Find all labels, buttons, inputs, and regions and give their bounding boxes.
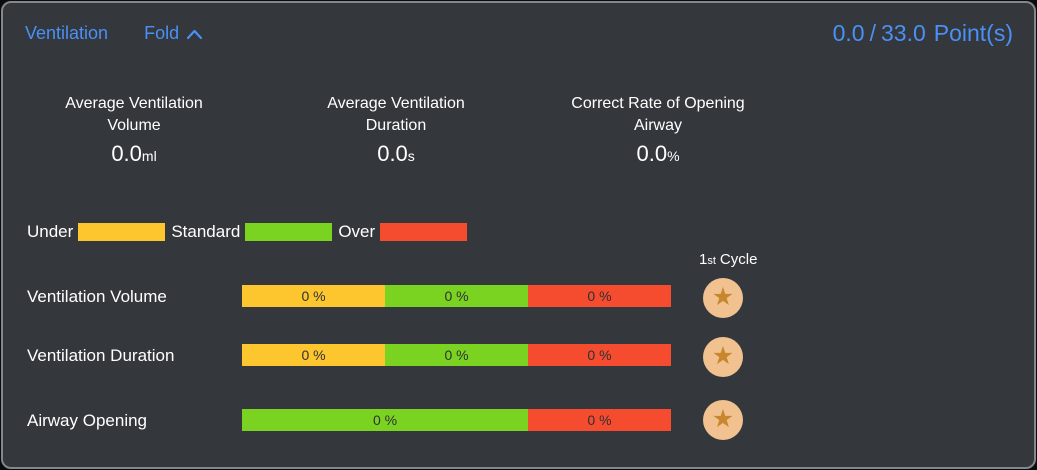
score-separator: / [869,19,876,46]
panel-title: Ventilation [25,22,109,43]
stat-value: 0.0s [377,141,415,166]
stat-label: Average Ventilation Duration [327,95,465,134]
star-icon: ★ [711,404,735,433]
bar-segment-standard: 0 % [242,409,528,431]
star-icon: ★ [711,341,735,370]
legend-label-standard: Standard [171,221,241,241]
bar-segment-under: 0 % [242,344,386,366]
row-label: Airway Opening [27,411,148,430]
legend-swatch-under [78,222,166,241]
summary-stats: Average Ventilation Volume 0.0ml Average… [3,93,789,167]
stat-value: 0.0% [636,141,680,166]
stat-average-ventilation-volume: Average Ventilation Volume 0.0ml [3,93,265,167]
legend-label-under: Under [27,221,74,241]
ventilation-duration-bar: 0 % 0 % 0 % [242,344,671,366]
bar-segment-standard: 0 % [385,344,528,366]
fold-label: Fold [144,22,180,43]
legend-swatch-over [380,222,468,241]
cycle-column-header: 1st Cycle [699,251,758,268]
row-label: Ventilation Volume [27,287,167,306]
airway-opening-bar: 0 % 0 % [242,409,671,431]
zone-legend: Under Standard Over [27,222,473,241]
score-unit: Point(s) [933,19,1013,46]
score-value: 0.0 [832,19,865,46]
panel-header: Ventilation Fold 0.0 / 33.0 Point(s) [25,17,1013,49]
ventilation-volume-bar: 0 % 0 % 0 % [242,285,671,307]
bar-segment-under: 0 % [242,285,386,307]
stat-correct-rate-opening-airway: Correct Rate of Opening Airway 0.0% [527,93,789,167]
cycle-star-badge: ★ [703,278,743,318]
bar-segment-over: 0 % [528,285,671,307]
stat-label: Average Ventilation Volume [65,95,203,134]
star-icon: ★ [711,282,735,311]
stat-average-ventilation-duration: Average Ventilation Duration 0.0s [265,93,527,167]
stat-label: Correct Rate of Opening Airway [571,95,745,134]
row-label: Ventilation Duration [27,346,175,365]
score-total: 33.0 [880,19,926,46]
chevron-up-icon [186,29,203,39]
legend-swatch-standard [245,222,333,241]
legend-label-over: Over [338,221,376,241]
cycle-star-badge: ★ [703,400,743,440]
bar-segment-standard: 0 % [385,285,528,307]
bar-segment-over: 0 % [528,409,671,431]
stat-value: 0.0ml [111,141,157,166]
fold-toggle[interactable]: Fold [144,23,203,44]
cycle-star-badge: ★ [703,337,743,377]
bar-segment-over: 0 % [528,344,671,366]
score-display: 0.0 / 33.0 Point(s) [833,20,1013,47]
